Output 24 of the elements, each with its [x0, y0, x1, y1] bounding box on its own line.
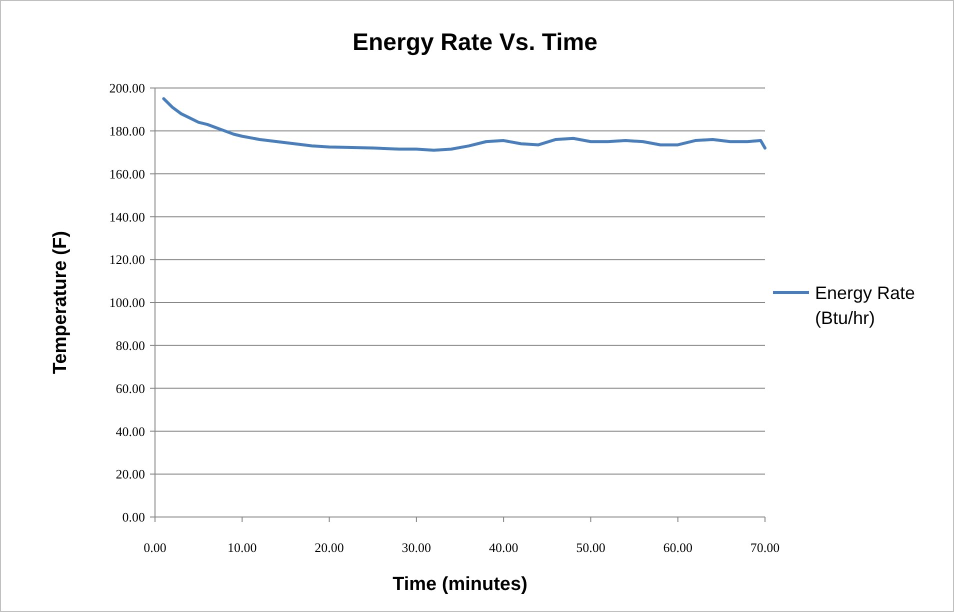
line-series	[162, 97, 766, 152]
x-tick-label: 20.00	[314, 540, 344, 555]
y-tick-label: 120.00	[109, 252, 145, 268]
y-tick-label: 80.00	[116, 338, 145, 353]
x-axis-title: Time (minutes)	[392, 574, 528, 595]
y-tick-label: 20.00	[116, 466, 145, 482]
legend-label: Energy Rate (Btu/hr)	[815, 282, 916, 328]
y-axis-title: Temperature (F)	[50, 230, 71, 374]
y-tick-label: 160.00	[109, 166, 145, 182]
y-tick-label: 40.00	[116, 424, 145, 439]
x-tick-label: 60.00	[663, 540, 692, 555]
x-tick-label: 30.00	[402, 540, 432, 555]
x-tick-label: 50.00	[576, 540, 606, 555]
x-tick-label: 10.00	[228, 540, 257, 555]
y-tick-label: 200.00	[109, 80, 145, 96]
chart-title: Energy Rate Vs. Time	[352, 29, 598, 56]
y-tick-label: 180.00	[109, 123, 145, 138]
y-tick-label: 140.00	[109, 209, 145, 224]
y-tick-label: 0.00	[122, 510, 145, 525]
y-tick-label: 60.00	[116, 380, 145, 396]
x-tick-label: 70.00	[750, 540, 780, 555]
x-tick-label: 0.00	[144, 540, 166, 555]
y-tick-label: 100.00	[109, 295, 145, 310]
x-tick-label: 40.00	[488, 540, 518, 555]
